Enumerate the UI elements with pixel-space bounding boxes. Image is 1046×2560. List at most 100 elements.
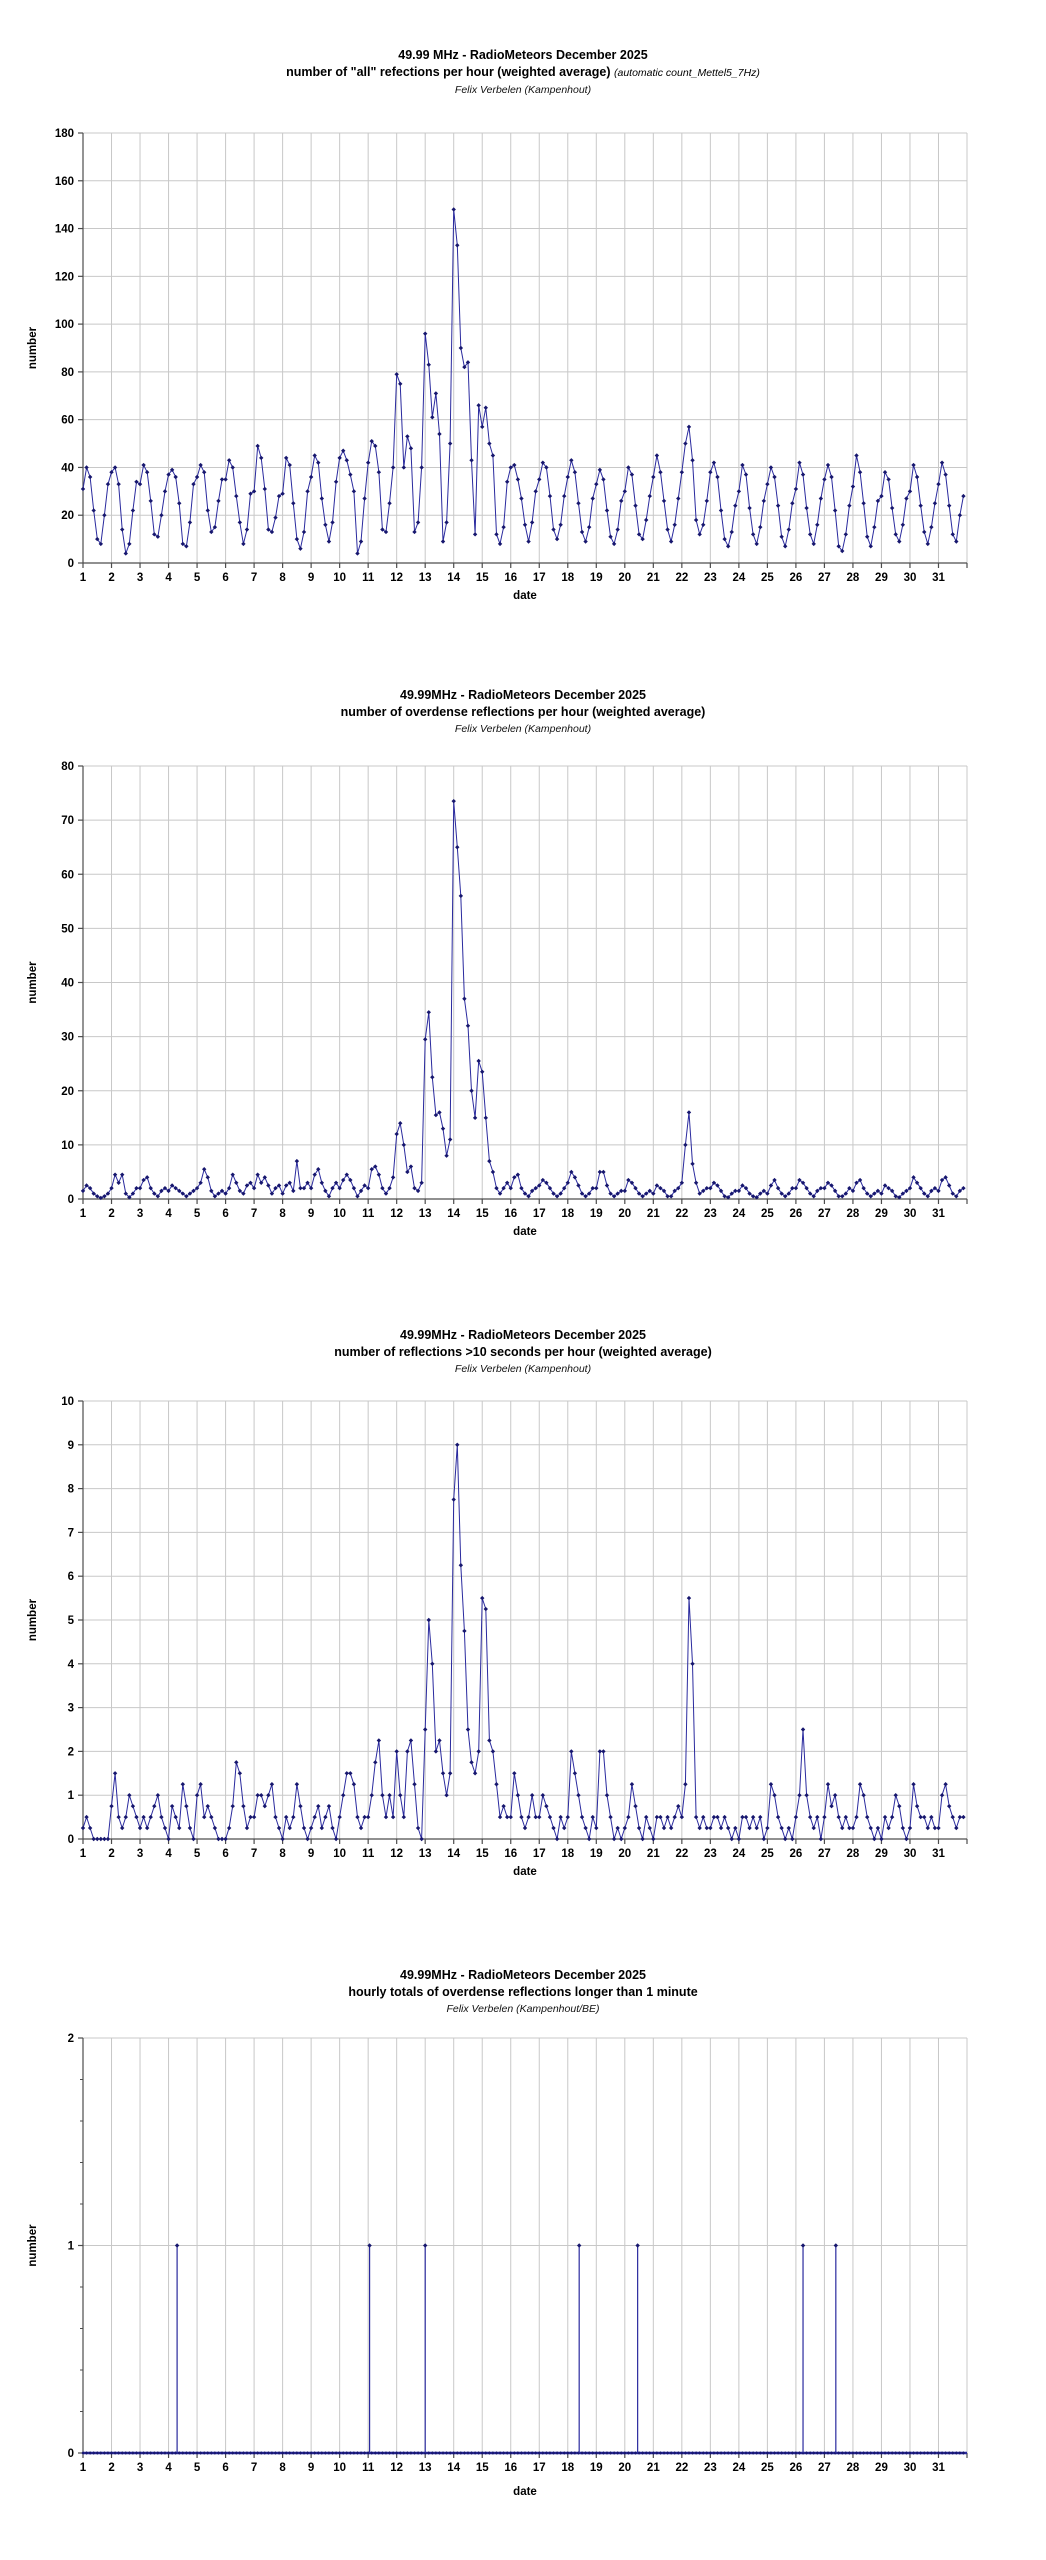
svg-text:23: 23 [704, 1208, 717, 1220]
svg-text:2: 2 [108, 2462, 114, 2474]
svg-text:number: number [27, 961, 39, 1004]
svg-text:21: 21 [647, 1208, 660, 1220]
svg-text:60: 60 [61, 415, 74, 427]
svg-text:8: 8 [68, 1484, 75, 1496]
svg-text:30: 30 [904, 1848, 917, 1860]
svg-text:20: 20 [618, 2462, 631, 2474]
svg-text:14: 14 [447, 2462, 460, 2474]
svg-text:5: 5 [68, 1615, 75, 1627]
svg-text:14: 14 [447, 572, 460, 584]
svg-text:24: 24 [732, 1848, 745, 1860]
svg-text:3: 3 [137, 572, 143, 584]
svg-text:140: 140 [55, 224, 74, 236]
svg-text:15: 15 [476, 1208, 489, 1220]
svg-text:6: 6 [222, 2462, 228, 2474]
svg-text:6: 6 [222, 572, 228, 584]
svg-text:2: 2 [108, 1208, 114, 1220]
svg-text:80: 80 [61, 761, 74, 773]
svg-text:160: 160 [55, 176, 74, 188]
svg-text:21: 21 [647, 572, 660, 584]
svg-text:11: 11 [362, 572, 375, 584]
chart-2-overdense-section: 49.99MHz - RadioMeteors December 2025 nu… [0, 640, 1046, 1280]
svg-text:2: 2 [108, 1848, 114, 1860]
svg-text:5: 5 [194, 1208, 201, 1220]
svg-text:22: 22 [675, 1208, 688, 1220]
svg-text:17: 17 [533, 1208, 546, 1220]
svg-text:date: date [513, 2486, 537, 2498]
svg-text:18: 18 [561, 2462, 574, 2474]
svg-text:date: date [513, 1866, 537, 1878]
svg-text:19: 19 [590, 1208, 603, 1220]
svg-text:26: 26 [790, 1848, 803, 1860]
svg-text:20: 20 [618, 1208, 631, 1220]
svg-text:9: 9 [68, 1440, 74, 1452]
chart-1-all-reflections-section: 49.99 MHz - RadioMeteors December 2025 n… [0, 0, 1046, 640]
svg-text:25: 25 [761, 1208, 774, 1220]
svg-text:70: 70 [61, 815, 74, 827]
svg-text:0: 0 [68, 558, 74, 570]
svg-text:21: 21 [647, 2462, 660, 2474]
svg-text:20: 20 [618, 1848, 631, 1860]
svg-text:20: 20 [61, 1086, 74, 1098]
svg-text:29: 29 [875, 572, 888, 584]
svg-text:29: 29 [875, 1208, 888, 1220]
svg-text:0: 0 [68, 2448, 74, 2460]
svg-text:9: 9 [308, 2462, 314, 2474]
svg-text:5: 5 [194, 2462, 201, 2474]
svg-text:15: 15 [476, 1848, 489, 1860]
svg-text:15: 15 [476, 572, 489, 584]
svg-text:12: 12 [390, 572, 403, 584]
svg-text:9: 9 [308, 1208, 314, 1220]
svg-text:6: 6 [222, 1208, 228, 1220]
svg-text:23: 23 [704, 1848, 717, 1860]
svg-text:22: 22 [675, 572, 688, 584]
svg-text:3: 3 [137, 1208, 143, 1220]
svg-text:31: 31 [932, 2462, 945, 2474]
svg-text:31: 31 [932, 1208, 945, 1220]
svg-text:28: 28 [847, 1208, 860, 1220]
svg-text:21: 21 [647, 1848, 660, 1860]
svg-text:10: 10 [333, 2462, 346, 2474]
svg-text:16: 16 [504, 2462, 517, 2474]
svg-text:13: 13 [419, 572, 432, 584]
svg-text:12: 12 [390, 1848, 403, 1860]
svg-text:10: 10 [61, 1396, 74, 1408]
svg-text:1: 1 [68, 1790, 75, 1802]
chart-1-credit: Felix Verbelen (Kampenhout) [454, 84, 592, 96]
svg-text:17: 17 [533, 572, 546, 584]
svg-text:2: 2 [108, 572, 114, 584]
chart-3-credit: Felix Verbelen (Kampenhout) [454, 1363, 592, 1375]
svg-text:13: 13 [419, 2462, 432, 2474]
svg-text:1: 1 [80, 2462, 87, 2474]
svg-text:8: 8 [279, 572, 286, 584]
svg-text:180: 180 [55, 128, 74, 140]
svg-text:30: 30 [904, 572, 917, 584]
chart-4-minute-reflections-section: 49.99MHz - RadioMeteors December 2025 ho… [0, 1920, 1046, 2560]
svg-text:20: 20 [61, 510, 74, 522]
svg-text:25: 25 [761, 572, 774, 584]
chart-1-titles: 49.99 MHz - RadioMeteors December 2025 n… [0, 46, 1046, 98]
svg-text:27: 27 [818, 1208, 831, 1220]
svg-text:14: 14 [447, 1208, 460, 1220]
svg-text:28: 28 [847, 2462, 860, 2474]
svg-text:number: number [27, 2224, 39, 2267]
chart-4-credit: Felix Verbelen (Kampenhout/BE) [446, 2003, 600, 2015]
svg-text:date: date [513, 1226, 537, 1238]
svg-text:30: 30 [904, 2462, 917, 2474]
svg-text:12: 12 [390, 1208, 403, 1220]
svg-text:60: 60 [61, 869, 74, 881]
svg-text:7: 7 [68, 1527, 74, 1539]
svg-text:8: 8 [279, 2462, 286, 2474]
svg-text:7: 7 [251, 1848, 257, 1860]
svg-text:6: 6 [222, 1848, 228, 1860]
svg-text:10: 10 [333, 1848, 346, 1860]
svg-text:23: 23 [704, 2462, 717, 2474]
svg-text:4: 4 [165, 572, 172, 584]
svg-text:3: 3 [137, 1848, 143, 1860]
svg-text:24: 24 [732, 572, 745, 584]
svg-text:26: 26 [790, 2462, 803, 2474]
svg-text:18: 18 [561, 572, 574, 584]
svg-text:29: 29 [875, 2462, 888, 2474]
svg-text:6: 6 [68, 1571, 74, 1583]
